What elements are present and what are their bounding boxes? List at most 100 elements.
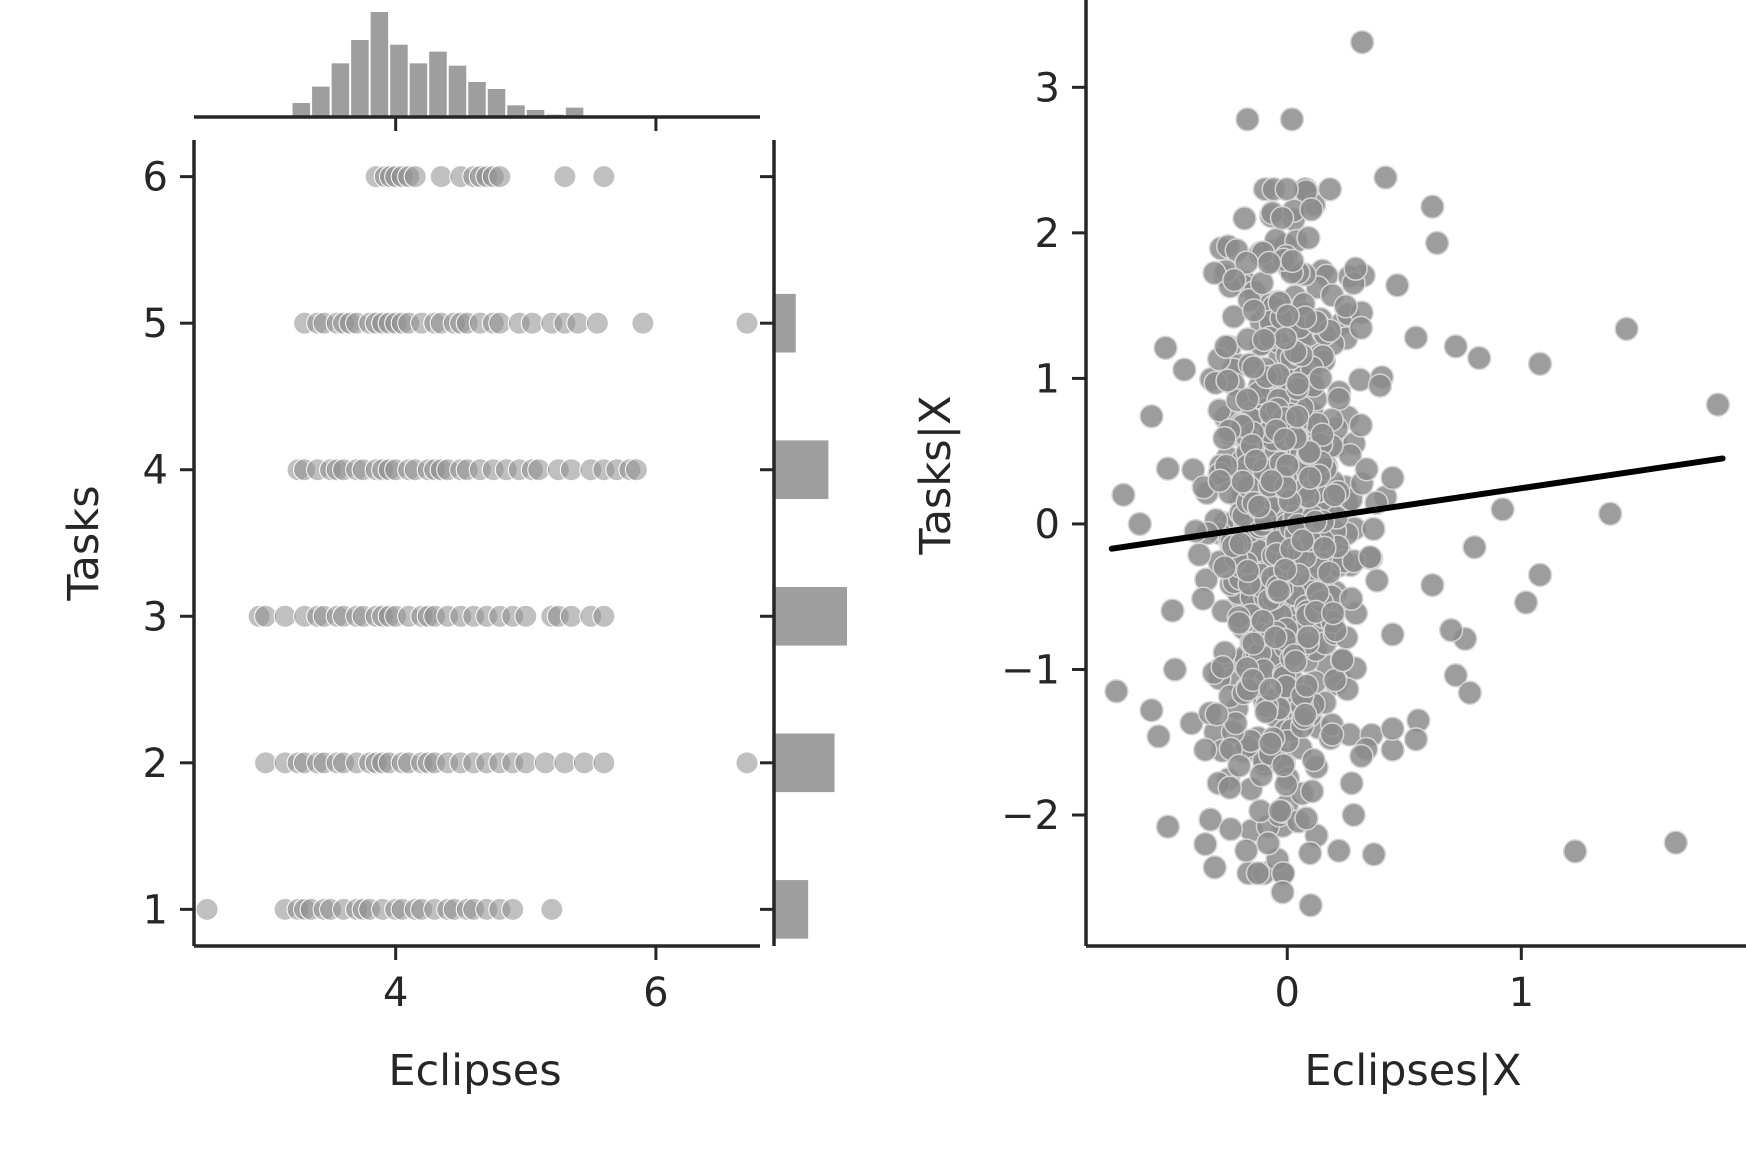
joint-point — [254, 751, 278, 775]
joint-point — [488, 165, 512, 189]
partial-regression-point — [1403, 325, 1429, 350]
partial-regression-point — [1246, 494, 1272, 519]
partial-regression-point — [1462, 534, 1487, 560]
partial-regression-point — [1234, 838, 1259, 863]
partial-regression-point — [1139, 697, 1164, 723]
partial-regression-point — [1272, 427, 1298, 452]
partial-regression-point — [1255, 831, 1281, 856]
jointplot-y-tick-label: 1 — [143, 887, 168, 933]
partial-regression-point — [1111, 482, 1136, 508]
marginal-x-bar — [429, 51, 447, 117]
marginal-x-bar — [292, 103, 311, 117]
partial-regression-point — [1308, 366, 1333, 391]
partial-regression-point — [1420, 194, 1445, 219]
partial-regression-point — [1341, 802, 1366, 828]
marginal-y-bar — [774, 880, 809, 939]
partial-regression-point — [1241, 355, 1266, 380]
partial-regression-point — [1275, 303, 1300, 328]
partial-regression-point — [1361, 842, 1387, 867]
partial-regression-point — [1339, 586, 1364, 611]
joint-point — [488, 311, 512, 335]
partial-regression-point — [1316, 560, 1342, 585]
partial-regression-y-tick-label: −2 — [1001, 793, 1060, 839]
partial-regression-point — [1160, 598, 1185, 623]
partial-regression-point — [1251, 327, 1277, 353]
partial-regression-point — [1373, 165, 1398, 190]
partial-regression-point — [1290, 528, 1315, 553]
marginal-x-bar — [487, 89, 506, 117]
partial-regression-point — [1339, 770, 1364, 796]
joint-point — [540, 897, 564, 921]
partial-regression-point — [1527, 562, 1553, 588]
partial-regression-point — [1172, 357, 1197, 382]
partial-regression-point — [1562, 839, 1588, 864]
partial-regression-point — [1253, 699, 1279, 725]
partial-regression-y-tick-label: −1 — [1001, 647, 1060, 693]
partial-regression-point — [1279, 107, 1305, 132]
partial-regression-point — [1187, 542, 1212, 568]
marginal-y-bar — [774, 586, 847, 646]
partial-regression-point — [1317, 176, 1343, 202]
partial-regression-point — [1235, 387, 1260, 412]
partial-regression-y-tick-label: 2 — [1035, 211, 1060, 257]
partial-regression-point — [1354, 456, 1379, 482]
partial-regression-point — [1527, 351, 1553, 377]
marginal-x-bar — [448, 65, 467, 117]
partial-regression-y-tick-label: 0 — [1035, 502, 1060, 548]
partial-regression-point — [1155, 456, 1181, 481]
joint-point — [533, 751, 557, 775]
joint-point — [527, 458, 551, 482]
partial-regression-point — [1598, 501, 1623, 527]
partial-regression-point — [1705, 392, 1731, 417]
partial-regression-axes: −2 −1 0 1 2 3 0 1 — [1001, 0, 1746, 1016]
joint-point — [559, 458, 583, 482]
jointplot-axes: 1 2 3 4 5 6 4 6 — [143, 140, 760, 1016]
joint-point — [624, 458, 648, 482]
partial-regression-point — [1343, 256, 1368, 281]
partial-regression-point — [1310, 422, 1335, 447]
marginal-x-bar — [390, 44, 408, 117]
jointplot-x-tick-label: 4 — [383, 970, 408, 1016]
marginal-x-bar — [370, 12, 389, 117]
marginal-y-histogram — [760, 140, 847, 946]
partial-regression-point — [1614, 316, 1639, 342]
joint-point — [553, 751, 577, 775]
partial-regression-point — [1258, 731, 1283, 756]
marginal-y-bar — [774, 440, 829, 500]
partial-regression-point — [1380, 622, 1405, 647]
partial-regression-point — [1490, 497, 1515, 522]
partial-regression-point — [1193, 831, 1218, 857]
marginal-x-bar — [565, 107, 584, 117]
joint-point — [403, 165, 427, 189]
partial-regression-point — [1319, 722, 1345, 747]
partial-regression-point — [1153, 335, 1178, 361]
marginal-x-bar — [526, 110, 545, 117]
partial-regression-point — [1215, 368, 1240, 393]
jointplot-panel: 1 2 3 4 5 6 4 6 Eclipses Tasks — [59, 12, 847, 1096]
partial-regression-point — [1218, 816, 1243, 842]
partial-regression-point — [1513, 590, 1539, 615]
partial-regression-point — [1326, 838, 1352, 864]
regression-line — [1108, 455, 1726, 552]
partial-regression-point — [1275, 453, 1300, 478]
partial-regression-point — [1364, 568, 1390, 593]
partial-regression-point — [1271, 753, 1296, 778]
partial-regression-point — [1663, 830, 1689, 855]
marginal-x-bar — [409, 63, 428, 117]
partial-regression-point — [1424, 230, 1450, 256]
partial-regression-point — [1127, 511, 1153, 537]
partial-regression-point — [1292, 702, 1318, 727]
jointplot-x-axis-title: Eclipses — [388, 1046, 561, 1096]
marginal-x-bar — [312, 86, 330, 117]
partial-regression-point — [1283, 649, 1308, 674]
marginal-x-bar — [331, 63, 350, 117]
partial-regression-point — [1217, 775, 1242, 800]
partial-regression-point — [1285, 404, 1310, 429]
joint-point — [520, 311, 544, 335]
partial-regression-points — [1104, 29, 1731, 918]
joint-point — [429, 165, 453, 189]
partial-regression-point — [1249, 762, 1274, 788]
marginal-x-bar — [351, 40, 369, 117]
partial-regression-point — [1443, 334, 1469, 359]
joint-point — [735, 311, 759, 335]
